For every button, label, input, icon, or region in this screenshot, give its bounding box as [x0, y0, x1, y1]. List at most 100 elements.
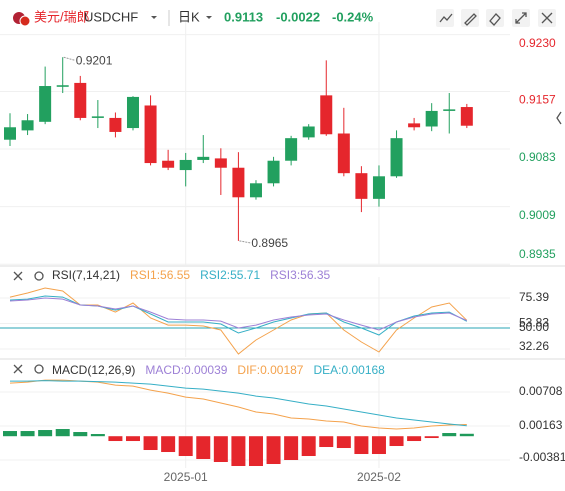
histogram-bar: [90, 434, 105, 437]
histogram-bar: [266, 436, 281, 465]
histogram-bar: [301, 436, 316, 457]
histogram-bar: [196, 436, 211, 460]
close-icon: [541, 12, 553, 24]
histogram-bar: [389, 436, 404, 447]
candle-body: [56, 85, 69, 87]
legend-entry: RSI3:56.35: [270, 268, 330, 282]
indicator-title: RSI(7,14,21): [52, 268, 120, 282]
y-tick-label: 0.9157: [519, 93, 556, 107]
pen-icon: [464, 13, 477, 26]
indicator-line: [9, 297, 467, 331]
candle-body: [372, 176, 385, 199]
candle-body: [197, 156, 210, 160]
histogram-bar: [354, 436, 369, 455]
candle-body: [249, 183, 262, 198]
y-tick-label: 0.00708: [519, 384, 563, 398]
y-tick-label: 0.9009: [519, 208, 556, 222]
change-pct: -0.24%: [332, 9, 374, 24]
rsi-settings-icon[interactable]: [34, 271, 44, 281]
x-tick-label: 2025-02: [357, 470, 401, 484]
histogram-bar: [424, 436, 439, 439]
candle-body: [443, 109, 456, 111]
rsi-close-icon[interactable]: [13, 271, 23, 281]
candle-body: [302, 126, 315, 138]
x-tick-label: 2025-01: [164, 470, 208, 484]
histogram-bar: [442, 433, 457, 437]
flag-ch: [19, 15, 31, 27]
y-tick-label: 50.00: [519, 320, 549, 334]
macd-close-icon[interactable]: [13, 364, 23, 374]
y-tick-label: 0.00163: [519, 418, 563, 432]
candle-body: [267, 160, 280, 184]
low-leader: [239, 240, 251, 244]
candle-body: [39, 86, 52, 122]
candle-body: [91, 116, 104, 118]
histogram-bar: [3, 431, 17, 437]
dropdown-icon[interactable]: [206, 16, 212, 19]
price: 0.9113: [224, 9, 263, 24]
candle-body: [320, 95, 333, 135]
y-tick-label: 0.9083: [519, 150, 556, 164]
draw-icon: [439, 13, 453, 23]
histogram-bar: [38, 430, 53, 437]
candle-body: [408, 123, 421, 128]
histogram-bar: [161, 436, 176, 453]
histogram-bar: [125, 436, 140, 442]
y-tick-label: 53.83: [519, 316, 549, 330]
legend-entry: RSI1:56.55: [130, 268, 190, 282]
low-label: 0.8965: [251, 236, 288, 250]
change: -0.0022: [276, 9, 320, 24]
high-leader: [63, 56, 75, 61]
candle-body: [4, 127, 16, 140]
histogram-bar: [143, 436, 158, 451]
histogram-bar: [108, 436, 123, 442]
histogram-bar: [248, 436, 263, 467]
candle-body: [109, 117, 122, 132]
candle-body: [144, 105, 157, 164]
y-tick-label: 32.26: [519, 339, 549, 353]
legend-entry: MACD:0.00039: [145, 363, 227, 377]
indicator-line: [10, 380, 467, 427]
histogram-bar: [55, 429, 70, 437]
candle-body: [390, 138, 403, 177]
dropdown-icon[interactable]: [151, 16, 157, 19]
candle-body: [460, 107, 473, 126]
candle-body: [337, 133, 350, 174]
high-label: 0.9201: [76, 53, 113, 67]
erase-button[interactable]: [486, 9, 504, 27]
histogram-bar: [73, 432, 88, 437]
candle-body: [425, 110, 438, 127]
candle-body: [126, 96, 139, 129]
legend-entry: RSI2:55.71: [200, 268, 260, 282]
candle-body: [74, 82, 87, 118]
histogram-bar: [336, 436, 351, 449]
histogram-bar: [459, 433, 474, 437]
candle-body: [214, 158, 227, 168]
candle-body: [21, 120, 34, 131]
candle-body: [179, 159, 192, 171]
candle-body: [355, 173, 368, 199]
collapse-tab[interactable]: [556, 111, 562, 125]
indicator-title: MACD(12,26,9): [52, 363, 135, 377]
erase-icon: [489, 13, 501, 26]
period[interactable]: 日K: [178, 9, 200, 24]
legend-entry: DIF:0.00187: [237, 363, 303, 377]
candle-body: [162, 160, 175, 168]
candle-body: [232, 167, 245, 198]
histogram-bar: [371, 436, 386, 455]
fullscreen-icon: [515, 12, 527, 24]
histogram-bar: [20, 431, 35, 437]
symbol[interactable]: USDCHF: [84, 9, 138, 24]
toolbar: 美元/瑞郎 USDCHF 日K 0.9113 -0.0022 -0.24%: [13, 9, 556, 27]
histogram-bar: [407, 436, 422, 442]
histogram-bar: [178, 436, 193, 457]
macd-settings-icon[interactable]: [34, 364, 44, 374]
y-tick-label: -0.00381: [519, 450, 565, 464]
candle-body: [285, 138, 298, 161]
histogram-bar: [213, 436, 228, 463]
symbol-name[interactable]: 美元/瑞郎: [34, 9, 90, 24]
y-tick-label: 0.9230: [519, 36, 556, 50]
